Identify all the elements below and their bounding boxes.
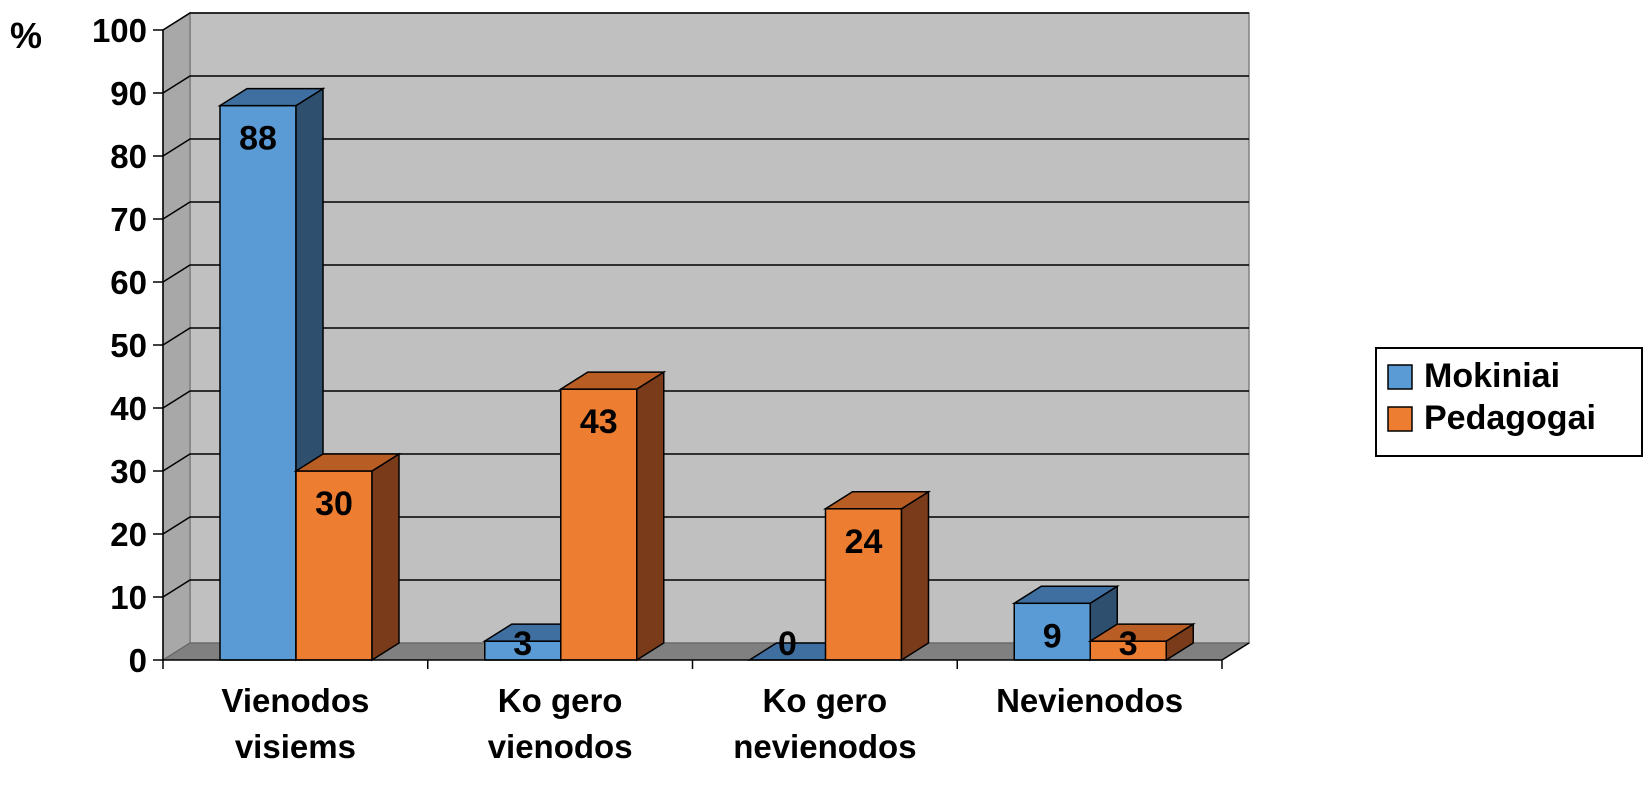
plot-area: [161, 11, 1251, 662]
bar-front: [1013, 602, 1091, 661]
legend-label-pedagogai: Pedagogai: [1424, 399, 1596, 437]
y-tick-label: 20: [110, 516, 147, 553]
data-labels: 88 30 3 43 0 24 9 3: [239, 120, 1138, 663]
x-category-label: Nevienodos: [996, 682, 1183, 719]
x-category-label-line: Vienodos: [221, 682, 369, 719]
gridline: [162, 12, 1249, 31]
y-tick-label: 40: [110, 390, 147, 427]
x-category-label-line: Nevienodos: [996, 682, 1183, 719]
legend-box: [1375, 347, 1643, 457]
x-category-label-line: nevienodos: [733, 728, 916, 765]
x-axis-depth-line: [1221, 642, 1250, 661]
gridline: [162, 327, 1249, 346]
bar-front: [560, 388, 638, 661]
bar-pedagogai-2: [822, 490, 932, 662]
bar-top: [558, 371, 667, 390]
x-category-label-line: Ko gero: [498, 682, 623, 719]
y-tick-label: 50: [110, 327, 147, 364]
bar-side: [900, 490, 930, 662]
legend-label-mokiniai: Mokiniai: [1424, 357, 1560, 395]
bar-top: [1087, 623, 1196, 642]
legend-swatch-pedagogai: [1387, 406, 1413, 432]
data-label: 0: [778, 625, 797, 663]
y-tick-label: 30: [110, 453, 147, 490]
bar-top: [1011, 585, 1120, 605]
gridline: [162, 201, 1249, 220]
x-category-label-line: visiems: [235, 728, 356, 765]
gridline: [162, 138, 1249, 157]
data-label: 3: [513, 625, 532, 663]
bar-pedagogai-3: [1087, 622, 1196, 662]
bar-top: [293, 453, 402, 472]
bar-pedagogai-0: [293, 452, 402, 662]
y-tick-label: 0: [129, 642, 147, 679]
data-label: 88: [239, 120, 277, 158]
y-tick-label: 90: [110, 75, 147, 112]
bar-front: [824, 508, 903, 661]
legend: Mokiniai Pedagogai: [1375, 347, 1643, 457]
y-axis-unit-label: %: [10, 15, 42, 56]
gridline: [162, 390, 1249, 409]
data-label: 43: [580, 403, 618, 441]
x-category-label: Ko gero nevienodos: [733, 682, 916, 765]
x-axis: Vienodos visiems Ko gero vienodos Ko gero nev…: [162, 642, 1250, 765]
y-tick-label: 60: [110, 264, 147, 301]
bar-front: [295, 470, 373, 661]
bar-top: [217, 87, 326, 107]
y-tick-label: 10: [110, 579, 147, 616]
bars: [217, 87, 1196, 662]
data-label: 3: [1119, 625, 1138, 663]
x-category-label-line: vienodos: [488, 728, 633, 765]
y-tick-label: 80: [110, 138, 147, 175]
bar-side: [636, 370, 665, 662]
bar-side: [371, 452, 400, 662]
gridline: [162, 264, 1249, 283]
data-label: 30: [315, 485, 353, 523]
data-label: 24: [845, 523, 883, 561]
gridline: [162, 75, 1249, 94]
y-axis: 0 10 20 30 40 50 60 70 80 90 100: [92, 12, 164, 679]
data-label: 9: [1043, 617, 1062, 655]
x-category-label-line: Ko gero: [763, 682, 888, 719]
y-tick-label: 100: [92, 12, 147, 49]
bar-pedagogai-1: [558, 370, 667, 662]
legend-swatch-mokiniai: [1387, 364, 1413, 390]
x-category-label: Ko gero vienodos: [488, 682, 633, 765]
y-tick-label: 70: [110, 201, 147, 238]
gridline: [162, 453, 1249, 472]
bar-top: [822, 491, 932, 510]
x-category-label: Vienodos visiems: [221, 682, 369, 765]
bar-front: [219, 104, 297, 661]
